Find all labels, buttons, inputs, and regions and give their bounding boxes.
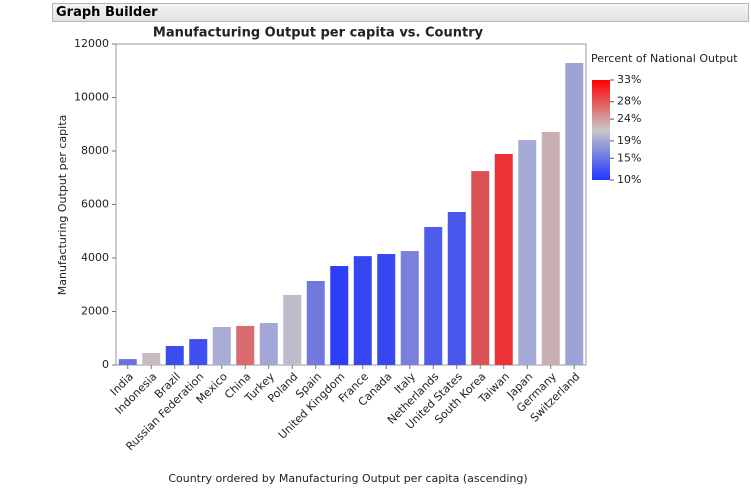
bar (259, 323, 278, 365)
bar (330, 266, 349, 365)
plot-frame (115, 43, 587, 366)
bar (142, 352, 161, 365)
bar (518, 140, 537, 365)
bar (306, 281, 325, 365)
bar (212, 327, 231, 365)
bar (447, 211, 466, 365)
bar (118, 359, 137, 365)
y-axis-label: Manufacturing Output per capita (56, 115, 69, 296)
header-bar: Graph Builder (52, 3, 749, 22)
legend-tick-label: 10% (617, 173, 641, 186)
bar (541, 132, 560, 365)
y-tick-label: 0 (102, 358, 109, 371)
y-tick-label: 12000 (74, 37, 109, 50)
bar (283, 294, 302, 365)
bar (165, 346, 184, 365)
x-axis-label: Country ordered by Manufacturing Output … (168, 472, 527, 485)
y-tick-label: 2000 (81, 305, 109, 318)
y-tick-label: 10000 (74, 91, 109, 104)
legend-tick-label: 24% (617, 112, 641, 125)
bar (565, 62, 584, 366)
bar (377, 253, 396, 365)
legend-tick-label: 19% (617, 134, 641, 147)
y-tick-label: 6000 (81, 198, 109, 211)
bar (236, 325, 255, 365)
bar (424, 226, 443, 365)
legend-tick-label: 15% (617, 151, 641, 164)
y-tick-label: 8000 (81, 144, 109, 157)
bar (494, 153, 513, 365)
y-tick-label: 4000 (81, 251, 109, 264)
bar (353, 256, 372, 365)
bar (471, 171, 490, 365)
color-scale (592, 80, 610, 180)
bar (400, 251, 419, 365)
legend-title: Percent of National Output (591, 52, 738, 65)
legend-tick-label: 28% (617, 95, 641, 108)
legend-tick-label: 33% (617, 73, 641, 86)
bar (189, 339, 208, 365)
chart-title: Manufacturing Output per capita vs. Coun… (153, 26, 484, 41)
header-title: Graph Builder (56, 5, 158, 20)
